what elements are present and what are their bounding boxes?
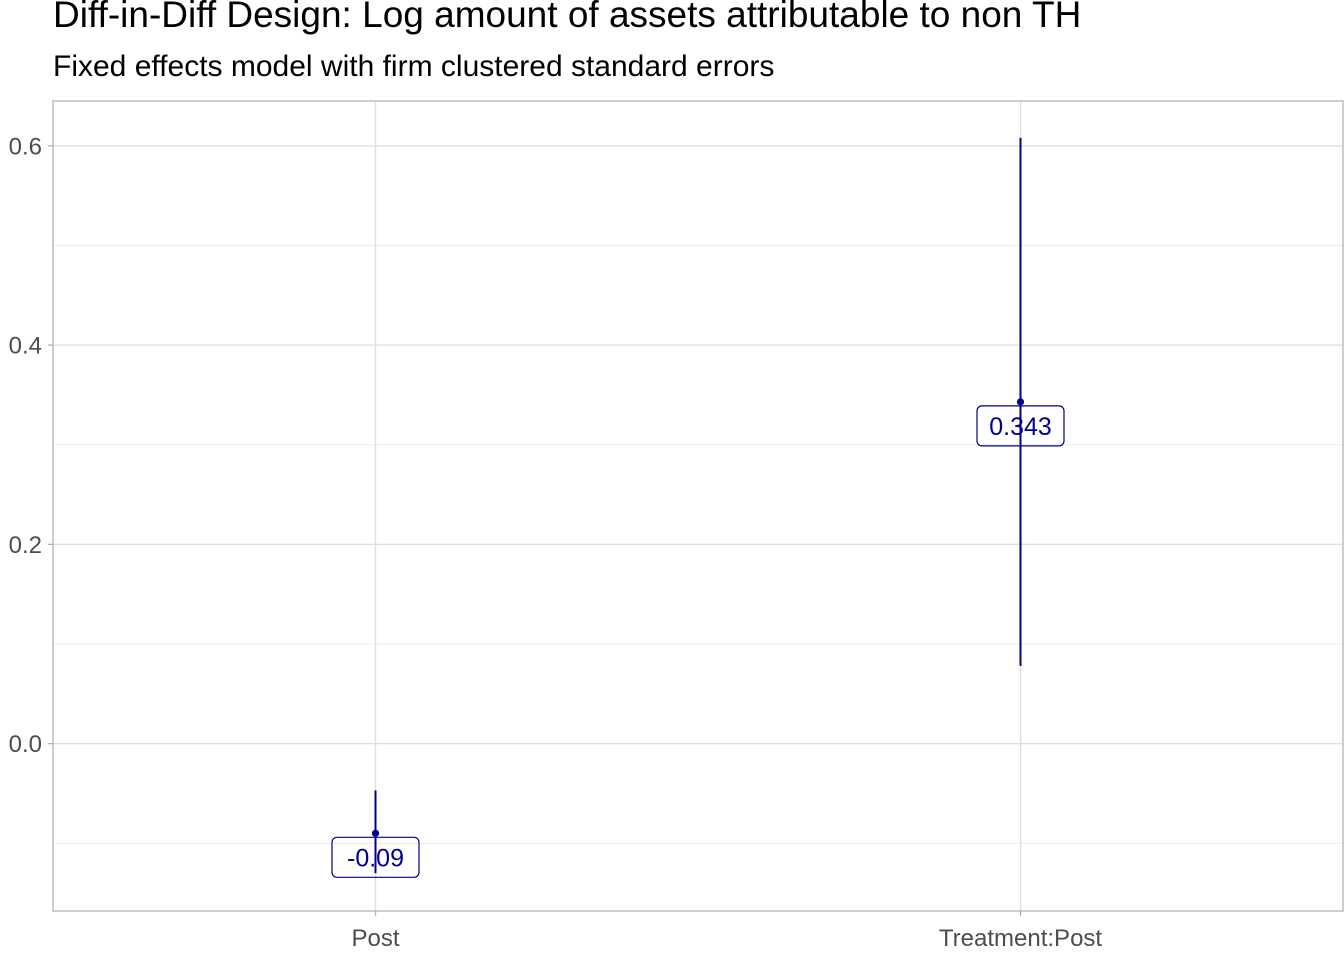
marks-layer: -0.09 0.343: [331, 137, 1065, 878]
y-tick-label: 0.4: [9, 333, 42, 360]
chart-subtitle: Fixed effects model with firm clustered …: [53, 50, 775, 83]
grid-layer: [53, 101, 1343, 911]
estimate-label-box: [331, 836, 420, 878]
estimate-label: -0.09: [347, 844, 404, 872]
plot-panel-border: [52, 100, 1344, 912]
x-tick-label: Post: [351, 925, 399, 952]
y-tick-label: 0.6: [9, 133, 42, 160]
estimate-label: 0.343: [989, 413, 1052, 441]
chart-title: Diff-in-Diff Design: Log amount of asset…: [53, 0, 1082, 35]
x-tick-label: Treatment:Post: [939, 925, 1103, 952]
estimate-point: [1016, 398, 1025, 406]
axis-layer: 0.0 0.2 0.4 0.6 Post Treatment:Post: [9, 133, 1103, 952]
estimate-label-box: [976, 405, 1065, 447]
estimate-point: [371, 829, 380, 837]
y-tick-label: 0.0: [9, 731, 42, 758]
y-tick-label: 0.2: [9, 532, 42, 559]
